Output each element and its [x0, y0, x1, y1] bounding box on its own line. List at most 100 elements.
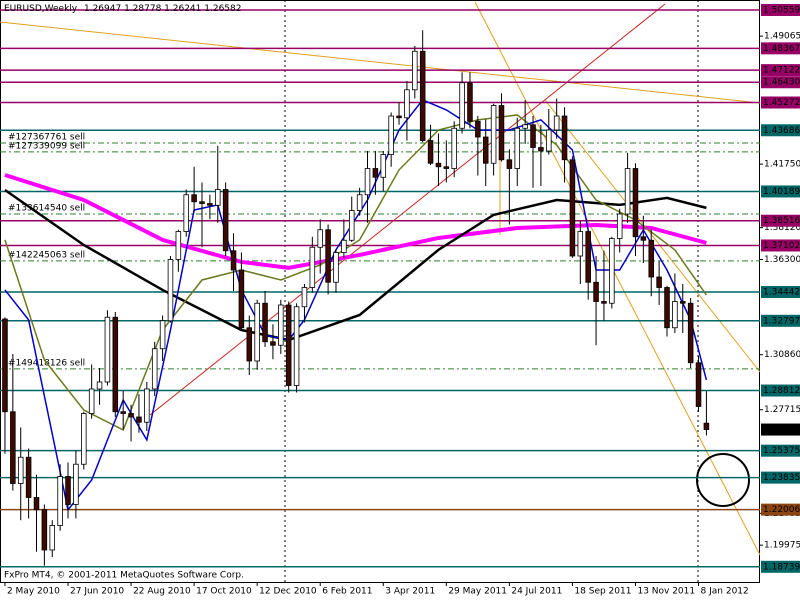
level-label: 1.46430 [763, 78, 800, 88]
candle-body [412, 50, 418, 91]
level-box [761, 314, 800, 327]
x-tick-label: 12 Dec 2010 [259, 587, 317, 597]
footer: FxPro MT4, © 2001-2011 MetaQuotes Softwa… [4, 571, 244, 581]
candle-body [2, 318, 8, 413]
candle-body [601, 301, 607, 304]
candle-body [530, 124, 536, 148]
trend-line [544, 99, 761, 373]
candle-body [553, 115, 560, 131]
level-box [761, 503, 800, 516]
y-tick-label: 1.27715 [764, 405, 800, 415]
chart-title: EURUSD,Weekly 1.26947 1.28778 1.26241 1.… [4, 4, 241, 14]
candle-body [222, 189, 229, 252]
candle-body [482, 136, 489, 164]
candle-body [317, 229, 323, 248]
level-label: 1.37102 [763, 241, 800, 251]
level-box [761, 124, 800, 137]
level-label: 1.23835 [763, 473, 800, 483]
indicator-line [4, 173, 707, 270]
candle-body [301, 287, 308, 308]
y-tick-label: 1.30860 [764, 350, 800, 360]
level-label: 1.48367 [763, 44, 800, 54]
candle-body [459, 82, 465, 129]
x-tick-label: 17 Oct 2010 [196, 587, 252, 597]
candle-body [262, 302, 268, 343]
candle-body [703, 422, 710, 430]
level-box [761, 185, 800, 198]
x-tick-label: 13 Nov 2011 [637, 587, 695, 597]
order-label: #127367761 sell [8, 132, 85, 142]
candle-body [120, 411, 126, 414]
candle-body [17, 456, 24, 484]
candle-body [65, 476, 71, 505]
candle-body [293, 306, 300, 386]
level-box [761, 239, 800, 252]
level-label: 1.40189 [763, 187, 800, 197]
highlight-circle [696, 453, 750, 507]
candle-body [25, 456, 32, 498]
x-tick-label: 22 Aug 2010 [133, 587, 191, 597]
candle-body [246, 327, 253, 362]
candle-body [81, 413, 87, 465]
ohlc-high: 1.28778 [124, 4, 161, 14]
trend-line [149, 3, 666, 416]
candle-body [41, 509, 48, 551]
level-box [761, 64, 800, 77]
candle-body [648, 239, 655, 278]
level-box [761, 444, 800, 457]
candle-body [10, 411, 16, 484]
candle-body [183, 194, 190, 232]
level-label: 1.47122 [763, 66, 800, 76]
candle-body [593, 281, 599, 302]
candle-body [207, 203, 213, 206]
candle-body [679, 301, 686, 304]
candle-body [664, 287, 670, 329]
candle-body [341, 239, 347, 253]
x-tick-label: 27 Jun 2010 [70, 587, 124, 597]
order-label: #133614540 sell [8, 204, 85, 214]
candle-body [624, 168, 631, 215]
x-tick-label: 24 Jul 2011 [511, 587, 562, 597]
candle-body [443, 166, 450, 169]
candle-body [585, 231, 591, 283]
candle-body [632, 168, 639, 238]
candle-body [151, 348, 158, 390]
candle-body [640, 236, 647, 241]
candle-body [514, 127, 521, 169]
candle-body [73, 463, 79, 505]
candle-body [388, 115, 394, 155]
candle-body [325, 229, 331, 283]
candle-body [49, 525, 56, 551]
candle-body [538, 147, 544, 152]
ohlc-open: 1.26947 [84, 4, 121, 14]
candle-body [427, 140, 434, 164]
x-tick-label: 18 Sep 2011 [574, 587, 631, 597]
y-tick-label: 1.36300 [764, 255, 800, 265]
candle-body [616, 213, 623, 239]
candle-body [230, 250, 237, 271]
candle-body [687, 302, 694, 364]
candle-body [57, 476, 63, 526]
candle-body [96, 381, 103, 390]
level-box [761, 560, 800, 573]
candle-body [88, 388, 95, 414]
candle-body [285, 304, 292, 386]
y-tick-label: 1.49065 [764, 32, 800, 42]
ohlc-low: 1.26241 [164, 4, 201, 14]
candle-body [656, 276, 662, 288]
marks: #127367761 sell#127339099 sell #133614540… [0, 9, 760, 568]
candle-body [270, 341, 276, 346]
candle-body [214, 189, 221, 206]
candle-body [435, 162, 442, 168]
candle-body [561, 115, 568, 161]
level-label: 1.34442 [763, 288, 800, 298]
current-price-box [761, 423, 800, 436]
candle-body [372, 168, 379, 178]
level-label: 1.32797 [763, 316, 800, 326]
ohlc-close: 1.26582 [204, 4, 241, 14]
level-label: 1.28812 [763, 386, 800, 396]
indicator-line [4, 114, 708, 431]
x-tick-label: 6 Feb 2011 [322, 587, 372, 597]
candle-body [577, 231, 584, 257]
